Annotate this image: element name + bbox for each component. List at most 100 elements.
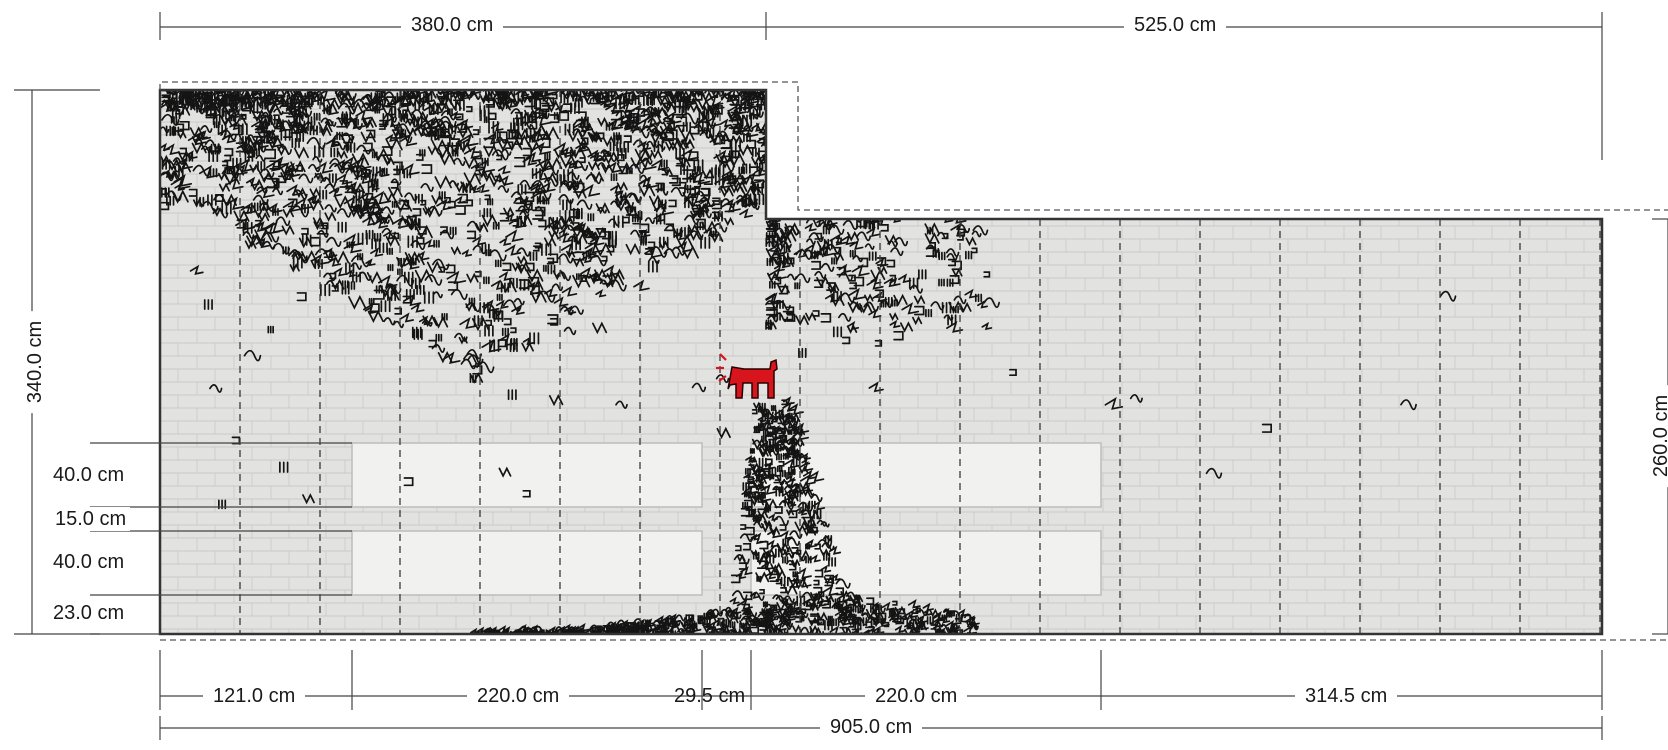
graffiti-mark <box>739 208 754 219</box>
graffiti-mark <box>817 245 835 257</box>
graffiti-mark <box>824 574 834 584</box>
graffiti-mark <box>959 301 972 313</box>
graffiti-mark <box>380 300 391 313</box>
graffiti-mark <box>901 613 910 621</box>
graffiti-mark <box>255 154 266 162</box>
graffiti-mark <box>756 475 767 486</box>
graffiti-mark <box>636 117 653 130</box>
graffiti-mark <box>776 231 788 242</box>
graffiti-mark <box>330 278 345 291</box>
graffiti-mark <box>379 212 394 226</box>
graffiti-mark <box>693 159 704 172</box>
graffiti-mark <box>707 90 725 97</box>
graffiti-mark <box>207 94 224 108</box>
graffiti-mark <box>772 594 784 603</box>
graffiti-mark <box>770 544 787 556</box>
graffiti-mark <box>585 250 592 258</box>
graffiti-mark <box>830 294 845 307</box>
graffiti-mark <box>390 181 399 189</box>
window-opening <box>351 530 703 596</box>
graffiti-mark <box>788 510 798 519</box>
graffiti-mark <box>421 319 433 327</box>
graffiti-mark <box>690 104 700 114</box>
graffiti-mark <box>814 543 821 550</box>
graffiti-mark <box>580 137 589 145</box>
graffiti-mark <box>802 502 810 511</box>
graffiti-mark <box>639 174 650 182</box>
graffiti-mark <box>538 90 558 96</box>
graffiti-mark <box>532 167 552 181</box>
graffiti-mark <box>298 111 309 118</box>
graffiti-mark <box>801 458 811 466</box>
graffiti-mark <box>575 273 582 281</box>
graffiti-mark <box>703 176 713 185</box>
graffiti-mark <box>423 90 437 100</box>
graffiti-mark <box>977 300 988 309</box>
graffiti-mark <box>638 223 650 233</box>
graffiti-mark <box>397 257 405 267</box>
graffiti-mark <box>922 602 934 612</box>
graffiti-mark <box>539 138 551 148</box>
graffiti-mark <box>781 623 792 631</box>
graffiti-mark <box>290 160 306 174</box>
graffiti-mark <box>432 98 447 111</box>
graffiti-mark <box>814 569 824 578</box>
graffiti-mark <box>528 181 546 194</box>
graffiti-mark <box>719 155 736 169</box>
graffiti-mark <box>282 246 290 255</box>
graffiti-mark <box>449 226 457 235</box>
graffiti-mark <box>531 97 542 110</box>
graffiti-mark <box>385 137 403 152</box>
graffiti-mark <box>291 250 308 262</box>
graffiti-mark <box>765 237 774 247</box>
graffiti-mark <box>540 181 556 193</box>
graffiti-mark <box>394 307 402 315</box>
graffiti-mark <box>483 276 490 285</box>
graffiti-mark <box>298 99 312 111</box>
graffiti-mark <box>853 276 865 287</box>
graffiti-mark <box>758 406 769 416</box>
graffiti-mark <box>658 240 670 251</box>
graffiti-mark <box>857 257 869 268</box>
graffiti-mark <box>734 545 742 552</box>
graffiti-mark <box>475 222 489 234</box>
graffiti-mark <box>519 278 530 291</box>
graffiti-mark <box>583 230 594 239</box>
graffiti-mark <box>315 161 333 174</box>
graffiti-mark <box>648 194 663 207</box>
graffiti-mark <box>709 136 722 146</box>
graffiti-mark <box>261 111 273 119</box>
graffiti-mark <box>775 548 783 558</box>
graffiti-mark <box>828 545 842 555</box>
graffiti-mark <box>963 613 976 622</box>
graffiti-mark <box>623 135 632 143</box>
graffiti-mark <box>367 180 378 193</box>
graffiti-mark <box>784 604 797 614</box>
graffiti-mark <box>802 469 817 480</box>
graffiti-mark <box>478 92 491 103</box>
graffiti-mark <box>605 101 623 115</box>
graffiti-mark <box>630 156 646 170</box>
graffiti-mark <box>868 308 882 319</box>
graffiti-mark <box>765 292 781 304</box>
graffiti-mark <box>410 240 426 251</box>
graffiti-mark <box>813 619 823 626</box>
graffiti-mark <box>590 170 604 183</box>
graffiti-mark <box>469 372 484 384</box>
graffiti-mark <box>650 132 665 145</box>
graffiti-mark <box>560 242 579 255</box>
graffiti-mark <box>440 110 457 121</box>
graffiti-mark <box>561 214 575 227</box>
graffiti-mark <box>221 133 237 144</box>
graffiti-mark <box>650 148 663 160</box>
graffiti-mark <box>853 601 866 610</box>
graffiti-mark <box>603 264 620 276</box>
graffiti-mark <box>411 110 429 126</box>
graffiti-mark <box>385 283 402 295</box>
graffiti-mark <box>226 165 236 175</box>
graffiti-mark <box>439 229 455 240</box>
graffiti-mark <box>356 144 372 155</box>
graffiti-mark <box>653 213 666 223</box>
graffiti-mark <box>820 564 832 573</box>
graffiti-mark <box>282 199 302 213</box>
